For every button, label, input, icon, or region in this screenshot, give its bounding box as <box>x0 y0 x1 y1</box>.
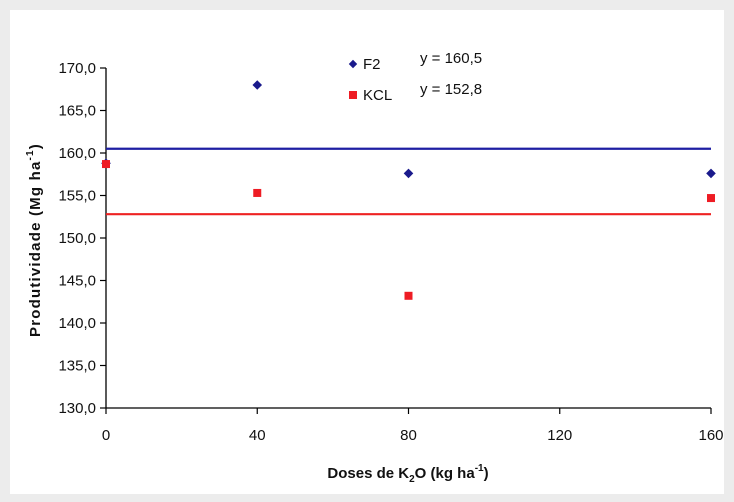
x-tick-label: 0 <box>102 427 110 444</box>
point-kcl <box>707 194 715 203</box>
y-tick-label: 135,0 <box>58 358 96 375</box>
legend-marker-kcl <box>349 91 357 99</box>
y-tick-label: 140,0 <box>58 315 96 332</box>
y-title-part: ) <box>27 143 44 149</box>
y-title-superscript: -1 <box>25 149 36 160</box>
x-title-part: O (kg ha <box>415 465 476 482</box>
point-kcl <box>102 160 110 169</box>
legend-label-f2: F2 <box>363 56 381 73</box>
x-axis-title: Doses de K2O (kg ha-1) <box>327 463 488 485</box>
point-kcl <box>404 291 413 300</box>
chart-card <box>10 10 724 494</box>
x-title-superscript: -1 <box>475 463 484 474</box>
legend-label-kcl: KCL <box>363 87 392 104</box>
point-f2 <box>252 80 263 90</box>
legend: F2 y = 160,5 KCL y = 152,8 <box>348 50 482 104</box>
legend-marker-f2 <box>348 59 358 69</box>
x-title-part: ) <box>484 465 489 482</box>
legend-equation-f2: y = 160,5 <box>420 50 482 67</box>
fit-lines <box>106 147 711 216</box>
x-tick-label: 80 <box>400 427 417 444</box>
point-f2 <box>706 168 716 179</box>
y-tick-label: 150,0 <box>58 230 96 247</box>
data-points <box>101 80 716 300</box>
y-tick-label: 130,0 <box>58 400 96 417</box>
axes: 130,0 135,0 140,0 145,0 150,0 155,0 160,0 165,0… <box>58 60 723 444</box>
x-title-part: Doses de K <box>327 465 409 482</box>
y-title-part: Produtividade (Mg ha <box>27 160 44 337</box>
legend-equation-kcl: y = 152,8 <box>420 81 482 98</box>
x-tick-label: 120 <box>547 427 572 444</box>
y-tick-label: 155,0 <box>58 188 96 205</box>
x-tick-label: 160 <box>698 427 723 444</box>
point-kcl <box>253 188 262 197</box>
y-tick-label: 160,0 <box>58 145 96 162</box>
y-axis-title: Produtividade (Mg ha-1) <box>25 143 44 337</box>
y-tick-label: 145,0 <box>58 273 96 290</box>
point-f2 <box>403 168 414 179</box>
y-tick-label: 170,0 <box>58 60 96 77</box>
x-title-subscript: 2 <box>409 474 415 485</box>
y-tick-label: 165,0 <box>58 103 96 120</box>
x-tick-label: 40 <box>249 427 266 444</box>
